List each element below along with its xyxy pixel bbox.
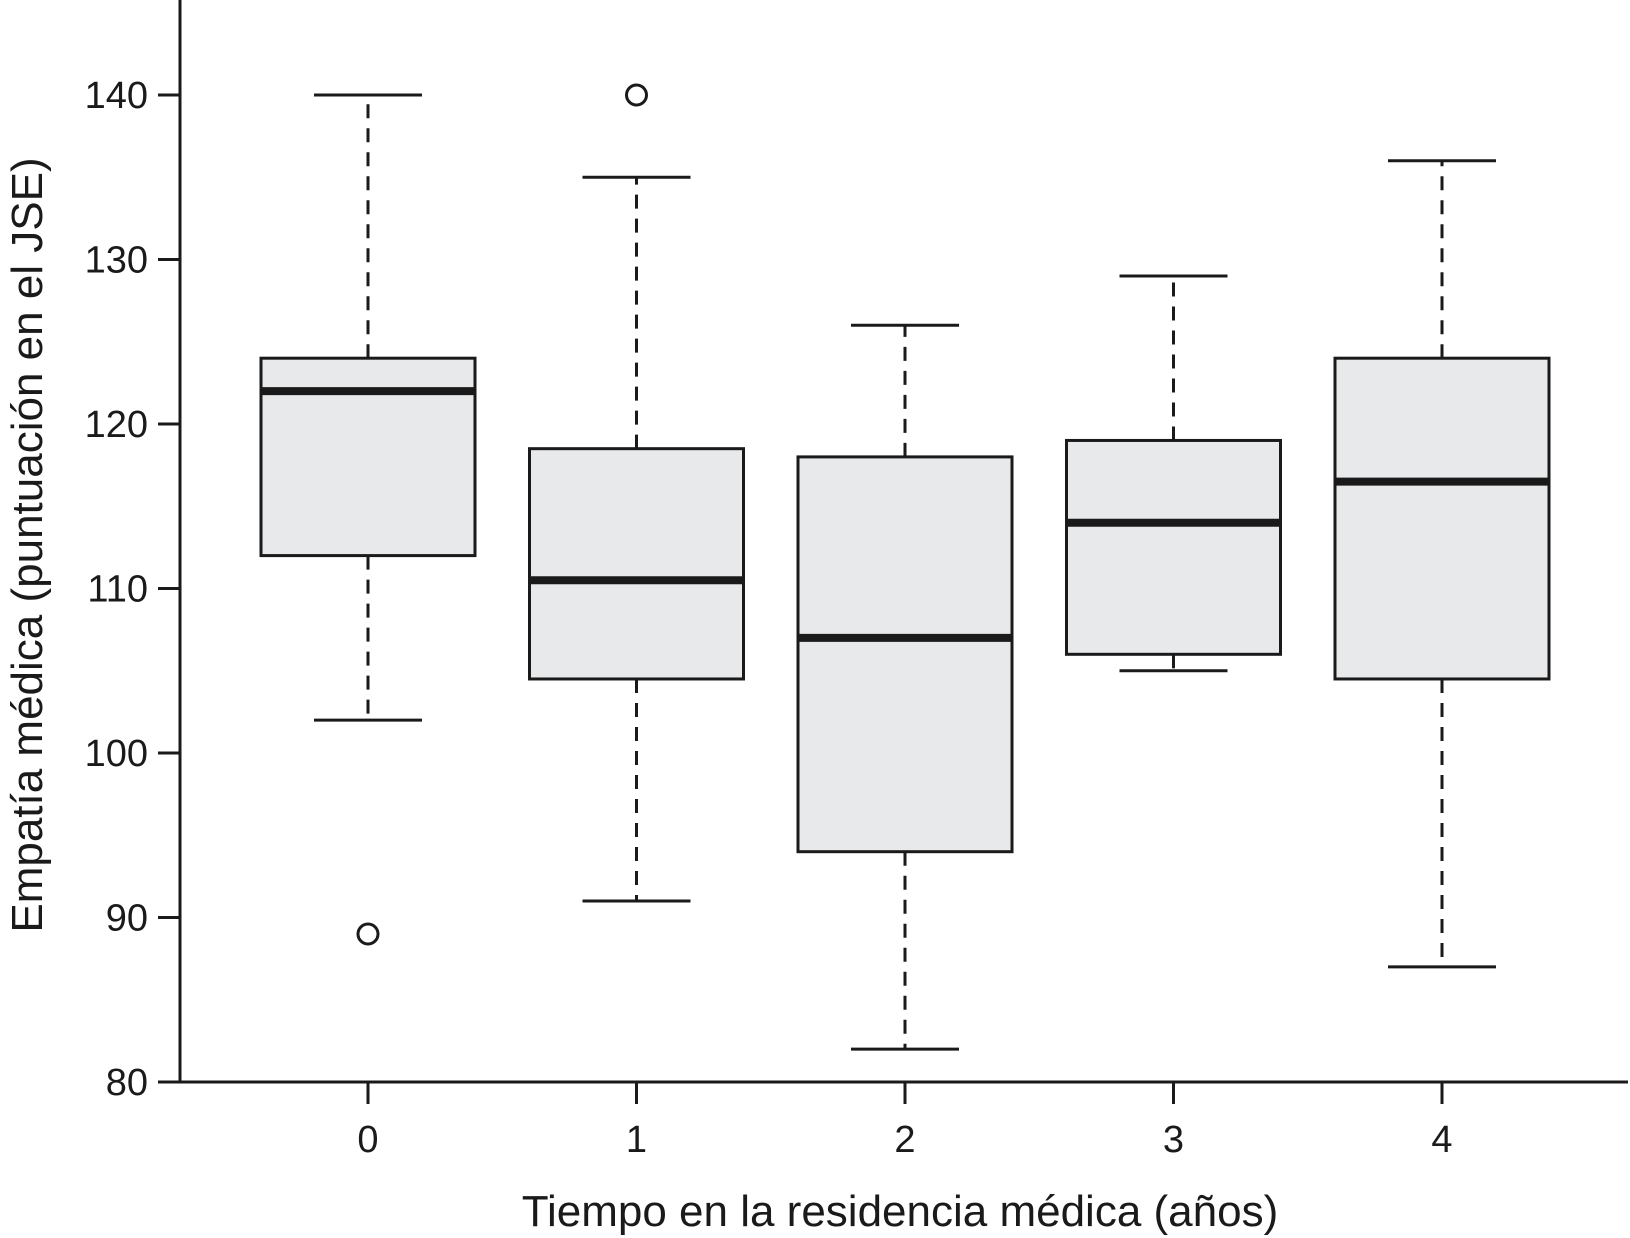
iqr-box xyxy=(1333,356,1551,681)
x-tick-label: 3 xyxy=(1163,1119,1184,1161)
iqr-box xyxy=(1065,438,1282,656)
y-axis-title: Empatía médica (puntuación en el JSE) xyxy=(3,157,52,932)
axes: 80 90 100 110 120 130 140 0 1 2 3 4 xyxy=(85,0,1628,1161)
y-tick-label: 140 xyxy=(85,75,148,117)
box-group-4 xyxy=(1333,159,1551,969)
box-group-0 xyxy=(259,93,477,946)
box-group-3 xyxy=(1065,274,1282,673)
x-tick-label: 2 xyxy=(894,1119,915,1161)
x-axis-title: Tiempo en la residencia médica (años) xyxy=(522,1187,1279,1236)
outlier-point xyxy=(356,922,380,946)
box-group-1 xyxy=(528,83,745,903)
y-tick-label: 130 xyxy=(85,240,148,282)
y-tick-label: 110 xyxy=(87,569,148,611)
x-tick-label: 4 xyxy=(1431,1119,1452,1161)
boxes xyxy=(259,83,1551,1051)
y-tick-label: 100 xyxy=(85,733,148,775)
x-tick-label: 0 xyxy=(357,1119,378,1161)
y-tick-label: 120 xyxy=(85,404,148,446)
x-tick-label: 1 xyxy=(626,1119,647,1161)
box-group-2 xyxy=(796,323,1014,1051)
iqr-box xyxy=(528,447,745,681)
y-tick-label: 90 xyxy=(106,898,148,940)
iqr-box xyxy=(796,455,1014,854)
y-tick-label: 80 xyxy=(106,1062,148,1104)
outlier-point xyxy=(625,83,648,107)
